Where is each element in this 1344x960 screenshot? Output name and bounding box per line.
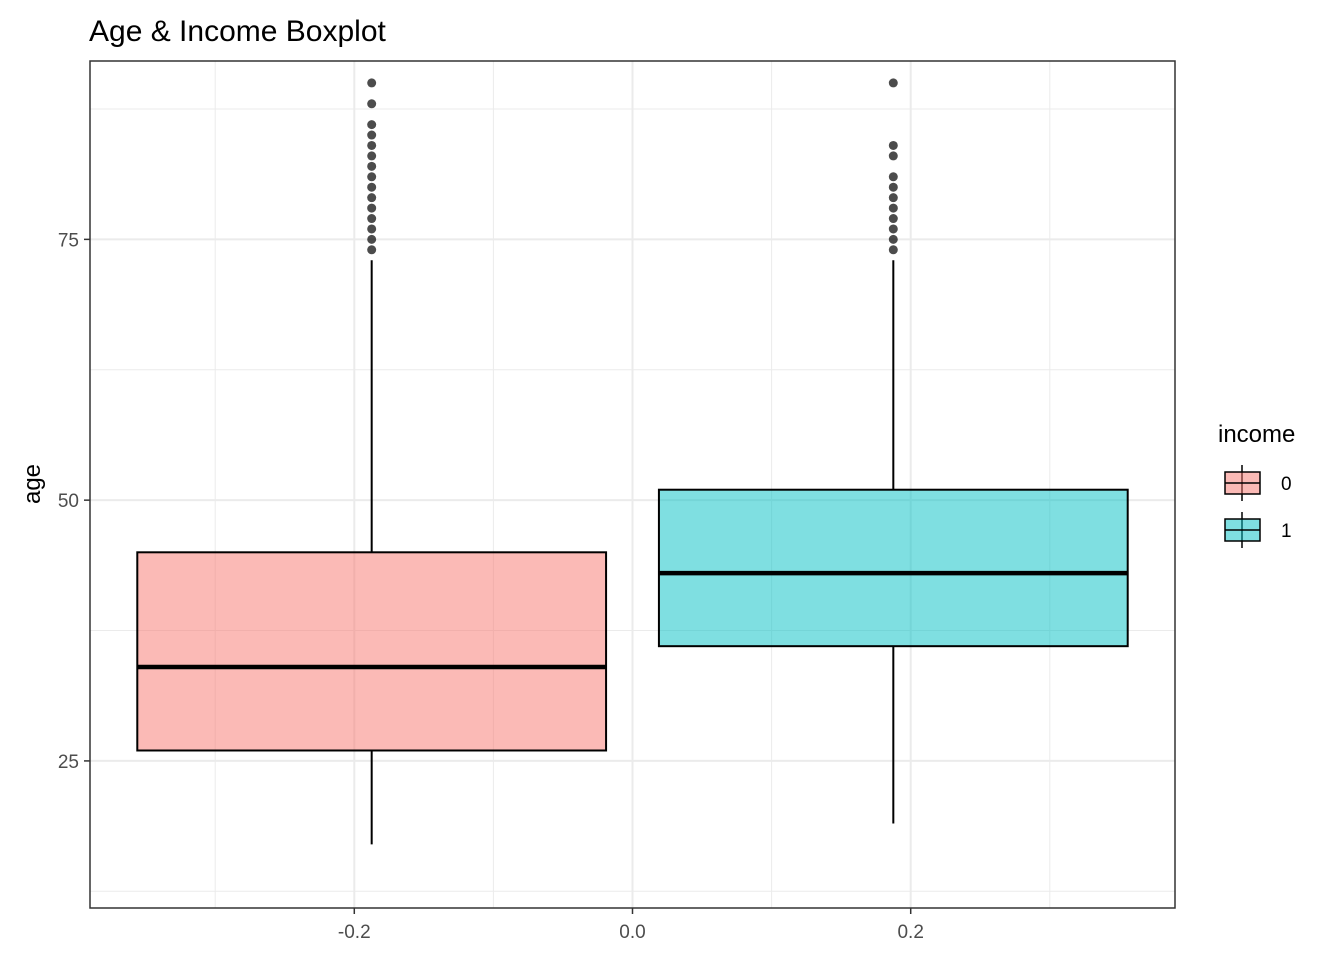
outlier-point	[367, 120, 377, 130]
outlier-point	[888, 214, 898, 224]
grid-layer	[90, 61, 1175, 908]
box-group-1	[657, 78, 1129, 824]
outlier-point	[367, 151, 377, 161]
outlier-point	[888, 172, 898, 182]
y-tick-label: 50	[58, 491, 79, 512]
outlier-point	[367, 99, 377, 109]
outlier-point	[367, 224, 377, 234]
y-tick-label: 25	[58, 752, 79, 773]
outlier-point	[367, 182, 377, 192]
outlier-point	[888, 182, 898, 192]
outlier-point	[888, 234, 898, 244]
outlier-point	[367, 78, 377, 88]
box-group-0	[136, 78, 608, 845]
outlier-point	[888, 245, 898, 255]
legend-label: 1	[1281, 521, 1292, 542]
outlier-point	[888, 203, 898, 213]
outlier-point	[888, 151, 898, 161]
outlier-point	[888, 78, 898, 88]
outlier-point	[888, 224, 898, 234]
outlier-point	[367, 245, 377, 255]
legend: income 0 1	[1218, 421, 1295, 548]
box-layer	[136, 78, 1129, 845]
outlier-point	[888, 140, 898, 150]
chart-title: Age & Income Boxplot	[89, 15, 387, 48]
x-tick-label: -0.2	[338, 922, 371, 943]
tick-layer: -0.2 0.0 0.2 25 50 75	[58, 230, 924, 943]
box	[657, 488, 1129, 648]
box	[136, 551, 608, 752]
outlier-point	[888, 193, 898, 203]
legend-entry-0: 0	[1224, 465, 1292, 501]
x-tick-label: 0.0	[619, 922, 645, 943]
legend-title: income	[1218, 421, 1295, 448]
legend-label: 0	[1281, 474, 1292, 495]
outlier-point	[367, 172, 377, 182]
y-axis-title: age	[19, 464, 46, 504]
y-tick-label: 75	[58, 230, 79, 251]
outlier-point	[367, 193, 377, 203]
outlier-point	[367, 203, 377, 213]
outlier-point	[367, 214, 377, 224]
outlier-point	[367, 130, 377, 140]
outlier-point	[367, 140, 377, 150]
outlier-point	[367, 234, 377, 244]
x-tick-label: 0.2	[897, 922, 923, 943]
outlier-point	[367, 161, 377, 171]
legend-entry-1: 1	[1224, 512, 1292, 548]
